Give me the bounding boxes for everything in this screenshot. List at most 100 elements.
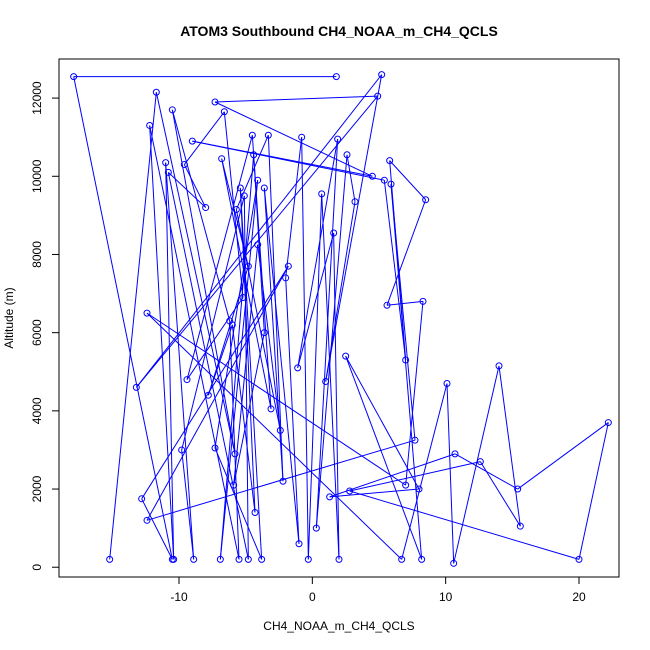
series-segment xyxy=(214,101,373,177)
data-point xyxy=(402,481,410,489)
data-point xyxy=(218,155,226,163)
data-point xyxy=(516,522,524,530)
series-segment xyxy=(214,447,263,560)
data-point xyxy=(415,485,423,493)
series-segment xyxy=(149,125,240,560)
data-point xyxy=(211,444,219,452)
series-segment xyxy=(349,490,580,560)
data-point xyxy=(251,508,259,516)
y-tick-label: 0 xyxy=(30,564,44,571)
series-segment xyxy=(183,111,225,165)
series-segment xyxy=(214,95,378,103)
data-point xyxy=(575,555,583,563)
series-points xyxy=(70,71,612,567)
y-tick-label: 4000 xyxy=(30,397,44,424)
series-segment xyxy=(297,139,339,368)
data-point xyxy=(334,135,342,143)
series-segment xyxy=(297,232,335,368)
x-tick-label: -10 xyxy=(170,590,188,604)
series-segment xyxy=(263,187,300,544)
plot-frame xyxy=(58,58,620,578)
data-point xyxy=(239,293,247,301)
data-point xyxy=(398,555,406,563)
data-point xyxy=(298,133,306,141)
series-segment xyxy=(479,461,521,527)
series-segment xyxy=(233,332,265,486)
series-segment xyxy=(346,154,356,202)
data-point xyxy=(332,73,340,81)
series-segment xyxy=(401,383,448,560)
series-segment xyxy=(214,180,259,449)
data-point xyxy=(202,204,210,212)
data-point xyxy=(162,159,170,167)
data-point xyxy=(411,436,419,444)
data-point xyxy=(180,161,188,169)
series-segment xyxy=(165,162,195,560)
series-segment xyxy=(165,162,175,560)
data-point xyxy=(240,192,248,200)
series-segment xyxy=(146,312,406,486)
data-point xyxy=(335,555,343,563)
data-point xyxy=(232,206,240,214)
data-point xyxy=(258,555,266,563)
data-point xyxy=(168,106,176,114)
y-axis-label: Altitude (m) xyxy=(2,287,16,348)
data-point xyxy=(254,176,262,184)
data-point xyxy=(279,477,287,485)
data-point xyxy=(295,540,303,548)
series-segment xyxy=(146,312,403,560)
data-point xyxy=(264,131,272,139)
data-point xyxy=(267,405,275,413)
series-segment xyxy=(390,184,423,560)
data-point xyxy=(183,376,191,384)
data-point xyxy=(188,137,196,145)
series-segment xyxy=(231,324,256,513)
series-segment xyxy=(186,297,244,380)
data-point xyxy=(330,229,338,237)
series-segment xyxy=(233,244,259,486)
series-segment xyxy=(181,449,195,560)
y-tick-label: 10000 xyxy=(30,159,44,193)
series-segment xyxy=(186,135,253,380)
data-point xyxy=(254,241,262,249)
series-segment xyxy=(325,201,356,382)
data-point xyxy=(282,274,290,282)
series-segment xyxy=(389,160,427,201)
y-axis: 0 2000 4000 6000 8000 10000 12000 xyxy=(30,81,59,571)
series-segment xyxy=(345,355,420,490)
data-point xyxy=(495,362,503,370)
series-lines xyxy=(73,74,609,564)
series-segment xyxy=(383,180,407,361)
data-point xyxy=(378,71,386,79)
series-segment xyxy=(219,154,255,560)
data-point xyxy=(514,485,522,493)
data-point xyxy=(211,98,219,106)
series-segment xyxy=(73,76,173,560)
data-point xyxy=(284,262,292,270)
series-segment xyxy=(329,488,420,498)
series-segment xyxy=(321,193,340,560)
series-segment xyxy=(315,139,339,529)
data-point xyxy=(143,516,151,524)
y-tick-label: 2000 xyxy=(30,475,44,502)
x-tick-label: 20 xyxy=(572,590,586,604)
series-segment xyxy=(405,301,424,486)
x-tick-label: 0 xyxy=(309,590,316,604)
data-point xyxy=(343,151,351,159)
data-point xyxy=(322,378,330,386)
series-segment xyxy=(183,164,207,208)
x-axis-label: CH4_NOAA_m_CH4_QCLS xyxy=(263,619,414,633)
data-point xyxy=(260,184,268,192)
series-segment xyxy=(229,320,240,560)
series-segment xyxy=(325,74,383,382)
data-point xyxy=(230,481,238,489)
series-segment xyxy=(155,92,236,454)
data-point xyxy=(178,446,186,454)
data-point xyxy=(351,198,359,206)
data-point xyxy=(387,180,395,188)
series-segment xyxy=(135,74,383,388)
data-point xyxy=(346,487,354,495)
series-segment xyxy=(345,355,423,560)
